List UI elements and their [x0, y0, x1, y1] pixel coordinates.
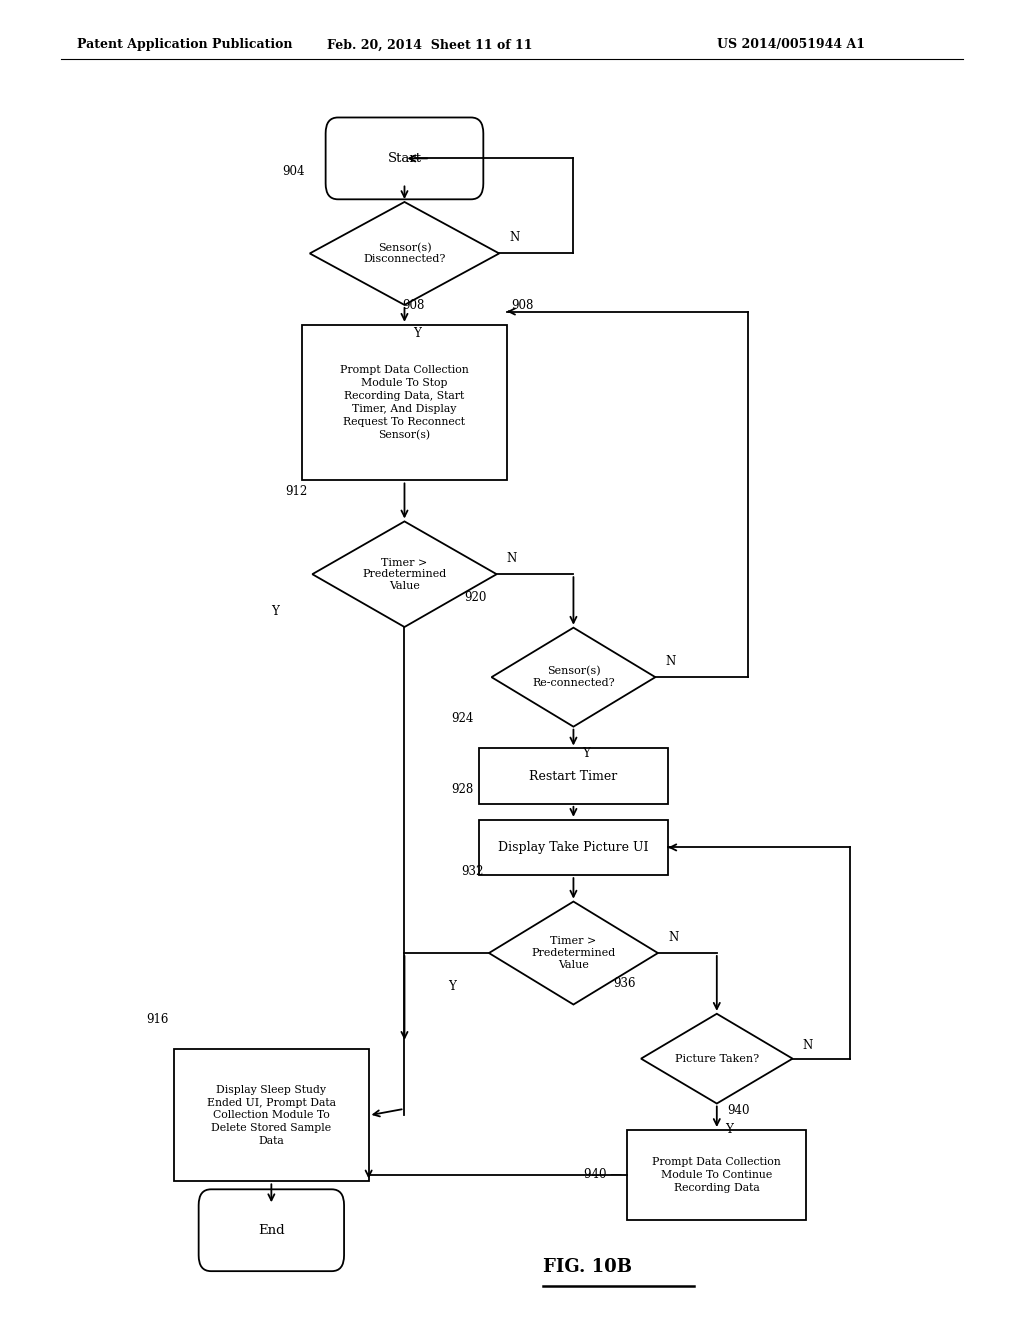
Text: Patent Application Publication: Patent Application Publication [77, 38, 292, 51]
Text: Y: Y [449, 979, 456, 993]
FancyBboxPatch shape [326, 117, 483, 199]
Text: Display Sleep Study
Ended UI, Prompt Data
Collection Module To
Delete Stored Sam: Display Sleep Study Ended UI, Prompt Dat… [207, 1085, 336, 1146]
Text: 916: 916 [146, 1012, 169, 1026]
Polygon shape [492, 628, 655, 726]
Polygon shape [489, 902, 658, 1005]
Text: Y: Y [582, 747, 590, 759]
Text: N: N [666, 655, 676, 668]
Text: Y: Y [413, 327, 421, 341]
Text: Display Take Picture UI: Display Take Picture UI [499, 841, 648, 854]
Text: 940 —: 940 — [584, 1168, 622, 1181]
Bar [479, 820, 669, 875]
Text: 912: 912 [285, 484, 307, 498]
Text: N: N [510, 231, 520, 244]
Polygon shape [309, 202, 500, 305]
Text: 936: 936 [613, 977, 636, 990]
Text: Feb. 20, 2014  Sheet 11 of 11: Feb. 20, 2014 Sheet 11 of 11 [328, 38, 532, 51]
Text: 924: 924 [452, 711, 473, 725]
Bar [302, 325, 507, 480]
Text: 908: 908 [402, 298, 425, 312]
Polygon shape [312, 521, 497, 627]
Text: Timer >
Predetermined
Value: Timer > Predetermined Value [531, 936, 615, 970]
Bar [479, 748, 669, 804]
Text: 908: 908 [511, 298, 534, 312]
Bar [174, 1049, 369, 1181]
Text: Prompt Data Collection
Module To Stop
Recording Data, Start
Timer, And Display
R: Prompt Data Collection Module To Stop Re… [340, 366, 469, 440]
Text: Sensor(s)
Disconnected?: Sensor(s) Disconnected? [364, 243, 445, 264]
Text: N: N [669, 931, 679, 944]
Text: Picture Taken?: Picture Taken? [675, 1053, 759, 1064]
Text: Y: Y [725, 1123, 733, 1137]
Text: 920: 920 [464, 591, 486, 605]
Text: N: N [803, 1039, 813, 1052]
Text: N: N [507, 552, 517, 565]
Text: 904: 904 [283, 165, 305, 178]
Text: 932: 932 [462, 865, 484, 878]
Text: 928: 928 [452, 783, 473, 796]
Text: Start: Start [387, 152, 422, 165]
Text: 940: 940 [728, 1104, 750, 1117]
FancyBboxPatch shape [199, 1189, 344, 1271]
Text: Sensor(s)
Re-connected?: Sensor(s) Re-connected? [532, 667, 614, 688]
Text: Y: Y [271, 605, 280, 618]
Text: FIG. 10B: FIG. 10B [543, 1258, 632, 1276]
Text: US 2014/0051944 A1: US 2014/0051944 A1 [717, 38, 865, 51]
Text: End: End [258, 1224, 285, 1237]
Text: Timer >
Predetermined
Value: Timer > Predetermined Value [362, 557, 446, 591]
Text: Restart Timer: Restart Timer [529, 770, 617, 783]
Text: Prompt Data Collection
Module To Continue
Recording Data: Prompt Data Collection Module To Continu… [652, 1158, 781, 1192]
Polygon shape [641, 1014, 793, 1104]
Bar [627, 1130, 806, 1220]
